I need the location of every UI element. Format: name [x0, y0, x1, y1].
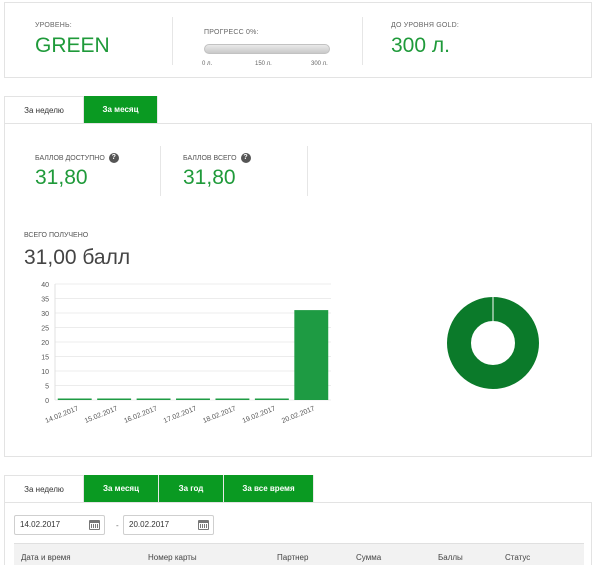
tab-week[interactable]: За неделю: [4, 96, 84, 124]
date-from-input[interactable]: 14.02.2017: [14, 515, 105, 535]
column-header-status[interactable]: Статус: [505, 553, 531, 562]
progress-label: ПРОГРЕСС 0%:: [204, 29, 259, 36]
x-tick-label: 14.02.2017: [44, 405, 79, 425]
column-header-datetime[interactable]: Дата и время: [21, 553, 71, 562]
progress-tick-end: 300 л.: [311, 61, 328, 67]
y-tick-label: 40: [41, 282, 49, 289]
column-header-partner[interactable]: Партнер: [277, 553, 309, 562]
column-header-points[interactable]: Баллы: [438, 553, 463, 562]
history-tab-week[interactable]: За неделю: [4, 475, 84, 503]
points-donut-chart: [447, 297, 539, 389]
history-tabs: За неделю За месяц За год За все время: [4, 475, 314, 503]
level-label: УРОВЕНЬ:: [35, 22, 72, 29]
available-points-label-text: БАЛЛОВ ДОСТУПНО: [35, 154, 105, 162]
bar[interactable]: [57, 398, 92, 401]
history-tab-month[interactable]: За месяц: [84, 475, 159, 503]
y-tick-label: 20: [41, 340, 49, 347]
divider: [307, 146, 308, 196]
available-points-value: 31,80: [35, 166, 88, 189]
x-tick-label: 15.02.2017: [84, 405, 119, 425]
column-header-card-number[interactable]: Номер карты: [148, 553, 197, 562]
question-circle-icon[interactable]: ?: [240, 153, 251, 163]
y-tick-label: 30: [41, 311, 49, 318]
y-tick-label: 10: [41, 369, 49, 376]
divider: [160, 146, 161, 196]
bar[interactable]: [215, 398, 250, 401]
calendar-icon[interactable]: [198, 520, 209, 530]
progress-bar: [204, 44, 330, 54]
received-points-label: ВСЕГО ПОЛУЧЕНО: [24, 232, 89, 239]
points-bar-chart: 0 5 10 15 20 25 30 35 40 14.02.2017 15.02.2017 16.0…: [41, 282, 331, 425]
bar[interactable]: [176, 398, 210, 401]
points-tabs: За неделю За месяц: [4, 96, 158, 124]
y-tick-label: 0: [45, 398, 49, 405]
progress-tick-start: 0 л.: [202, 61, 213, 67]
x-tick-label: 20.02.2017: [281, 405, 316, 425]
x-tick-label: 19.02.2017: [241, 405, 276, 425]
received-points-value: 31,00 балл: [24, 246, 131, 269]
y-tick-label: 15: [41, 355, 49, 362]
total-points-label-text: БАЛЛОВ ВСЕГО: [183, 154, 237, 162]
bar[interactable]: [294, 310, 329, 400]
date-from-value: 14.02.2017: [20, 520, 61, 529]
next-level-label: ДО УРОВНЯ GOLD:: [391, 22, 460, 29]
history-tab-year[interactable]: За год: [159, 475, 224, 503]
bar[interactable]: [97, 398, 132, 401]
total-points-label: БАЛЛОВ ВСЕГО ?: [183, 153, 251, 163]
calendar-icon[interactable]: [89, 520, 100, 530]
y-tick-label: 35: [41, 297, 49, 304]
available-points-label: БАЛЛОВ ДОСТУПНО ?: [35, 153, 119, 163]
date-to-value: 20.02.2017: [129, 520, 170, 529]
total-points-value: 31,80: [183, 166, 236, 189]
divider: [172, 17, 173, 65]
progress-tick-mid: 150 л.: [255, 61, 272, 67]
tab-month[interactable]: За месяц: [84, 96, 158, 124]
bar[interactable]: [136, 398, 171, 401]
next-level-value: 300 л.: [391, 34, 450, 57]
x-tick-label: 17.02.2017: [163, 405, 198, 425]
history-table-header: Дата и время Номер карты Партнер Сумма Б…: [14, 543, 584, 565]
column-header-amount[interactable]: Сумма: [356, 553, 382, 562]
date-range-separator: -: [116, 521, 119, 530]
x-tick-label: 16.02.2017: [123, 405, 158, 425]
history-tab-all-time[interactable]: За все время: [224, 475, 314, 503]
y-tick-label: 5: [45, 384, 49, 391]
points-card: БАЛЛОВ ДОСТУПНО ? 31,80 БАЛЛОВ ВСЕГО ? 3…: [4, 123, 592, 457]
divider: [362, 17, 363, 65]
history-card: 14.02.2017 - 20.02.2017 Дата и время Ном…: [4, 502, 592, 565]
level-card: УРОВЕНЬ: GREEN ПРОГРЕСС 0%: 0 л. 150 л. …: [4, 2, 592, 78]
level-value: GREEN: [35, 34, 110, 57]
y-tick-label: 25: [41, 326, 49, 333]
bar[interactable]: [254, 398, 289, 401]
x-tick-label: 18.02.2017: [202, 405, 237, 425]
question-circle-icon[interactable]: ?: [108, 153, 119, 163]
date-to-input[interactable]: 20.02.2017: [123, 515, 214, 535]
